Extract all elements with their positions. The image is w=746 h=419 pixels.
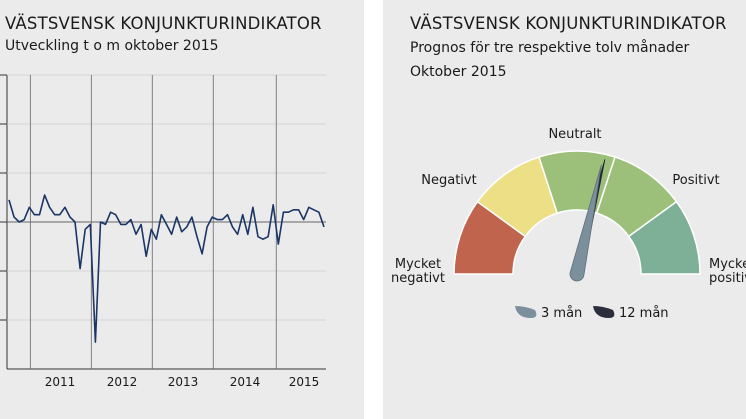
gauge-label: Negativt (421, 173, 476, 188)
line-chart-panel: VÄSTSVENSK KONJUNKTURINDIKATOR Utvecklin… (0, 0, 364, 419)
gauge-needle (569, 164, 602, 282)
legend-swatch (515, 306, 537, 318)
x-tick-label: 2011 (45, 375, 76, 389)
gauge-subtitle: Prognos för tre respektive tolv månader (410, 40, 690, 56)
x-tick-label: 2015 (289, 375, 320, 389)
gauge-label: positivt (709, 271, 746, 286)
gauge-label: Mycket (709, 257, 746, 272)
gauge-segment (627, 200, 701, 275)
legend-label: 12 mån (619, 306, 669, 321)
chart-subtitle: Utveckling t o m oktober 2015 (5, 38, 219, 54)
gauge-panel: VÄSTSVENSK KONJUNKTURINDIKATOR Prognos f… (383, 0, 746, 419)
gauge-label: negativt (391, 271, 445, 286)
x-tick-label: 2012 (107, 375, 138, 389)
gauge-title: VÄSTSVENSK KONJUNKTURINDIKATOR (410, 14, 727, 33)
gauge-label: Mycket (395, 257, 441, 272)
legend-swatch (593, 306, 615, 318)
gauge-label: Positivt (672, 173, 719, 188)
gauge-period: Oktober 2015 (410, 64, 507, 80)
legend-label: 3 mån (541, 306, 582, 321)
gauge-label: Neutralt (548, 127, 601, 142)
line-chart: 2011 2012 2013 2014 2015 (0, 74, 326, 389)
x-tick-label: 2013 (168, 375, 199, 389)
x-tick-label: 2014 (230, 375, 261, 389)
chart-title: VÄSTSVENSK KONJUNKTURINDIKATOR (5, 14, 322, 33)
gauge-chart: MycketnegativtNegativtNeutraltPositivtMy… (391, 127, 746, 321)
series-line (8, 194, 325, 343)
